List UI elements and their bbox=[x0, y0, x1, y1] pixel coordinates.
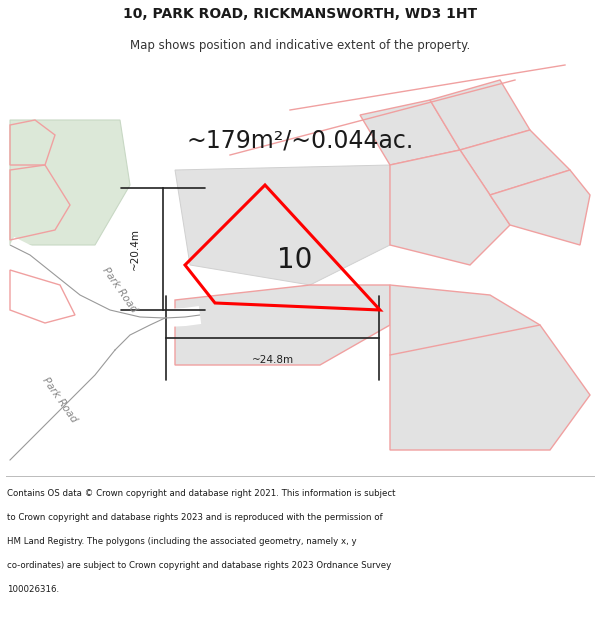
Polygon shape bbox=[490, 170, 590, 245]
Text: Park Road: Park Road bbox=[41, 376, 79, 424]
Polygon shape bbox=[10, 120, 130, 245]
Text: HM Land Registry. The polygons (including the associated geometry, namely x, y: HM Land Registry. The polygons (includin… bbox=[7, 537, 357, 546]
Text: 100026316.: 100026316. bbox=[7, 585, 59, 594]
Polygon shape bbox=[460, 130, 570, 195]
Polygon shape bbox=[175, 165, 390, 285]
Polygon shape bbox=[390, 285, 540, 375]
Text: Park Road: Park Road bbox=[101, 266, 139, 314]
Polygon shape bbox=[390, 150, 510, 265]
Text: to Crown copyright and database rights 2023 and is reproduced with the permissio: to Crown copyright and database rights 2… bbox=[7, 512, 383, 522]
Polygon shape bbox=[390, 325, 590, 450]
Text: co-ordinates) are subject to Crown copyright and database rights 2023 Ordnance S: co-ordinates) are subject to Crown copyr… bbox=[7, 561, 391, 569]
Text: ~24.8m: ~24.8m bbox=[251, 355, 293, 365]
Polygon shape bbox=[430, 80, 530, 150]
Polygon shape bbox=[360, 100, 460, 165]
Text: Contains OS data © Crown copyright and database right 2021. This information is : Contains OS data © Crown copyright and d… bbox=[7, 489, 396, 498]
Text: ~179m²/~0.044ac.: ~179m²/~0.044ac. bbox=[187, 128, 413, 152]
Text: 10, PARK ROAD, RICKMANSWORTH, WD3 1HT: 10, PARK ROAD, RICKMANSWORTH, WD3 1HT bbox=[123, 7, 477, 21]
Text: ~20.4m: ~20.4m bbox=[130, 228, 140, 270]
Polygon shape bbox=[175, 285, 390, 365]
Text: 10: 10 bbox=[277, 246, 313, 274]
Text: Map shows position and indicative extent of the property.: Map shows position and indicative extent… bbox=[130, 39, 470, 52]
